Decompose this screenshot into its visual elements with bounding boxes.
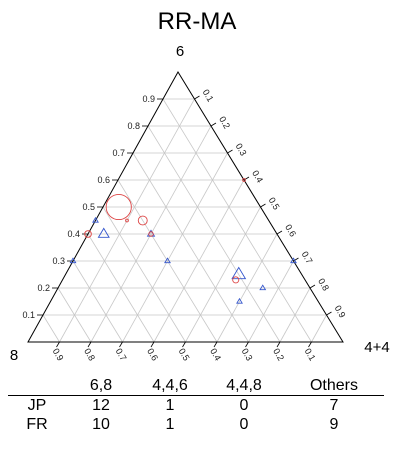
vertex-label-left: 8 (10, 347, 18, 364)
tick-label: 0.8 (82, 347, 97, 363)
tick-label: 0.7 (300, 250, 315, 266)
data-markers (69, 178, 297, 304)
tick-mark (260, 203, 266, 208)
table-row: JP 12 1 0 7 (8, 396, 384, 416)
tick-mark (182, 341, 186, 348)
tick-mark (308, 341, 312, 348)
table-header-cell: Others (284, 376, 384, 396)
circle-marker (137, 215, 148, 226)
table-header-cell: 6,8 (66, 376, 136, 396)
tick-label: 0.4 (250, 169, 265, 185)
tick-label: 0.2 (271, 347, 286, 363)
grid-line (185, 206, 261, 343)
tick-mark (245, 341, 249, 348)
triangle-marker (236, 297, 243, 304)
table-header-cell: 4,4,8 (204, 376, 284, 396)
tick-mark (293, 257, 299, 262)
table-cell: 0 (239, 397, 249, 414)
tick-mark (56, 341, 60, 348)
table-header-row: 6,8 4,4,6 4,4,8 Others (8, 376, 384, 396)
tick-label: 0.6 (97, 175, 110, 185)
tick-mark (87, 341, 92, 348)
tick-mark (150, 341, 155, 348)
tick-label: 0.1 (201, 88, 216, 104)
tick-label: 0.5 (82, 202, 95, 212)
grid-line (87, 233, 155, 343)
table-cell: 10 (92, 416, 110, 433)
table-header-empty (8, 376, 66, 396)
circle-marker (105, 193, 132, 221)
grid-line (132, 152, 249, 343)
tick-label: 0.8 (316, 277, 331, 293)
triangle-marker (69, 257, 77, 264)
row-label: JP (27, 397, 47, 414)
circle-marker (232, 276, 240, 284)
tick-mark (227, 149, 233, 154)
table-header-cell: 4,4,6 (136, 376, 204, 396)
table-cell: 12 (92, 397, 110, 414)
tick-label: 0.3 (52, 256, 65, 266)
chart-title: RR-MA (158, 8, 237, 35)
tick-mark (194, 95, 200, 100)
grid-line (102, 206, 186, 343)
grid-line (122, 152, 228, 343)
count-table: 6,8 4,4,6 4,4,8 Others JP 12 1 0 7 FR 10… (8, 376, 384, 434)
grid-line (279, 287, 311, 343)
tick-label: 0.3 (234, 142, 249, 158)
grid-line (57, 287, 92, 343)
grid-line (42, 314, 60, 343)
tick-label: 0.1 (303, 347, 318, 363)
tick-label: 0.3 (240, 347, 255, 363)
triangle-marker (259, 284, 267, 291)
tick-mark (276, 341, 281, 348)
grid-line (248, 260, 294, 343)
tick-label: 0.6 (145, 347, 160, 363)
tick-label: 0.5 (267, 196, 282, 212)
grid-line (59, 98, 195, 343)
tick-label: 0.4 (67, 229, 80, 239)
ternary-plot: RR-MA 6 8 4+4 0.10.20.30.40.50.60.70.80.… (10, 8, 390, 364)
triangle-marker (290, 257, 297, 264)
table-row: FR 10 1 0 9 (8, 415, 384, 434)
circle-marker (148, 231, 154, 237)
table-cell: 0 (239, 416, 249, 433)
triangle-marker (92, 216, 99, 223)
tick-label: 0.9 (51, 347, 66, 363)
tick-label: 0.1 (22, 310, 35, 320)
grid-lines (42, 98, 327, 343)
tick-mark (276, 230, 283, 235)
tick-label: 0.4 (208, 347, 223, 363)
row-label: FR (26, 416, 48, 433)
tick-label: 0.6 (283, 223, 298, 239)
tick-mark (213, 341, 218, 348)
table-cell: 1 (165, 416, 175, 433)
tick-label: 0.7 (112, 148, 125, 158)
tick-label: 0.2 (217, 115, 232, 131)
tick-label: 0.9 (333, 304, 348, 320)
grid-line (311, 314, 327, 343)
tick-label: 0.5 (177, 347, 192, 363)
tick-label: 0.2 (37, 283, 50, 293)
vertex-label-right: 4+4 (364, 339, 389, 356)
triangle-marker (164, 257, 171, 264)
vertex-label-top: 6 (176, 43, 184, 60)
table-cell: 1 (165, 397, 175, 414)
tick-mark (309, 284, 316, 289)
grid-line (72, 260, 123, 343)
circle-marker (84, 230, 92, 238)
table-cell: 7 (329, 397, 339, 414)
tick-mark (326, 311, 332, 316)
circle-marker (125, 218, 129, 223)
circle-marker (242, 178, 246, 182)
tick-label: 0.9 (142, 94, 155, 104)
tick-label: 0.8 (127, 121, 140, 131)
tick-mark (119, 341, 123, 348)
table-cell: 9 (329, 416, 339, 433)
tick-mark (210, 122, 217, 127)
grid-line (162, 98, 312, 343)
tick-label: 0.7 (114, 347, 129, 363)
grid-line (216, 233, 278, 343)
tick-mark (243, 176, 250, 181)
triangle-marker (97, 227, 110, 238)
